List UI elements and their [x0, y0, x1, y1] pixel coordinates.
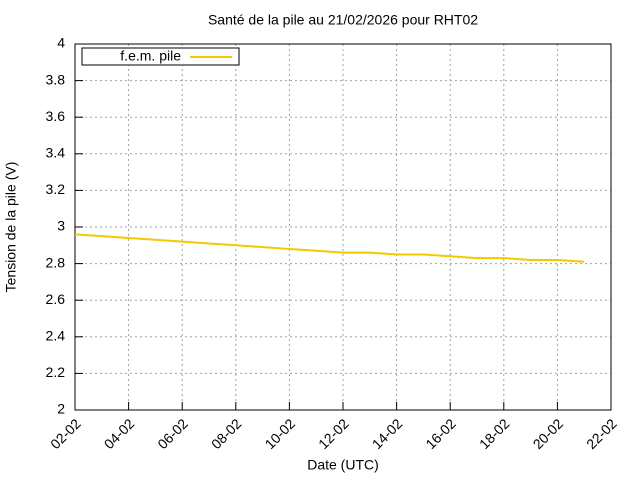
x-tick-label: 04-02: [101, 415, 138, 452]
x-tick-label: 02-02: [47, 415, 84, 452]
chart-title: Santé de la pile au 21/02/2026 pour RHT0…: [208, 12, 478, 28]
x-tick-label: 18-02: [476, 415, 513, 452]
x-tick-label: 14-02: [369, 415, 406, 452]
x-tick-label: 06-02: [154, 415, 191, 452]
y-tick-label: 2.4: [46, 328, 66, 344]
legend-box: [81, 47, 240, 66]
y-tick-label: 3.6: [46, 108, 66, 124]
plot-frame: [74, 43, 612, 411]
legend-label: f.e.m. pile: [120, 48, 181, 64]
x-tick-label: 10-02: [262, 415, 299, 452]
y-tick-label: 2.8: [46, 254, 66, 270]
x-tick-label: 08-02: [208, 415, 245, 452]
x-tick-label: 20-02: [530, 415, 567, 452]
y-tick-label: 3.8: [46, 71, 66, 87]
data-line: [74, 233, 585, 263]
y-tick-label: 4: [57, 35, 65, 51]
y-tick-label: 2: [57, 401, 65, 417]
x-tick-label: 16-02: [422, 415, 459, 452]
y-tick-label: 2.2: [46, 364, 66, 380]
x-tick-label: 12-02: [315, 415, 352, 452]
x-axis-label: Date (UTC): [307, 457, 379, 473]
y-tick-label: 3.4: [46, 145, 66, 161]
y-axis-label: Tension de la pile (V): [3, 162, 19, 293]
y-tick-label: 3.2: [46, 181, 66, 197]
y-tick-label: 3: [57, 218, 65, 234]
y-tick-label: 2.6: [46, 291, 66, 307]
x-tick-label: 22-02: [583, 415, 620, 452]
